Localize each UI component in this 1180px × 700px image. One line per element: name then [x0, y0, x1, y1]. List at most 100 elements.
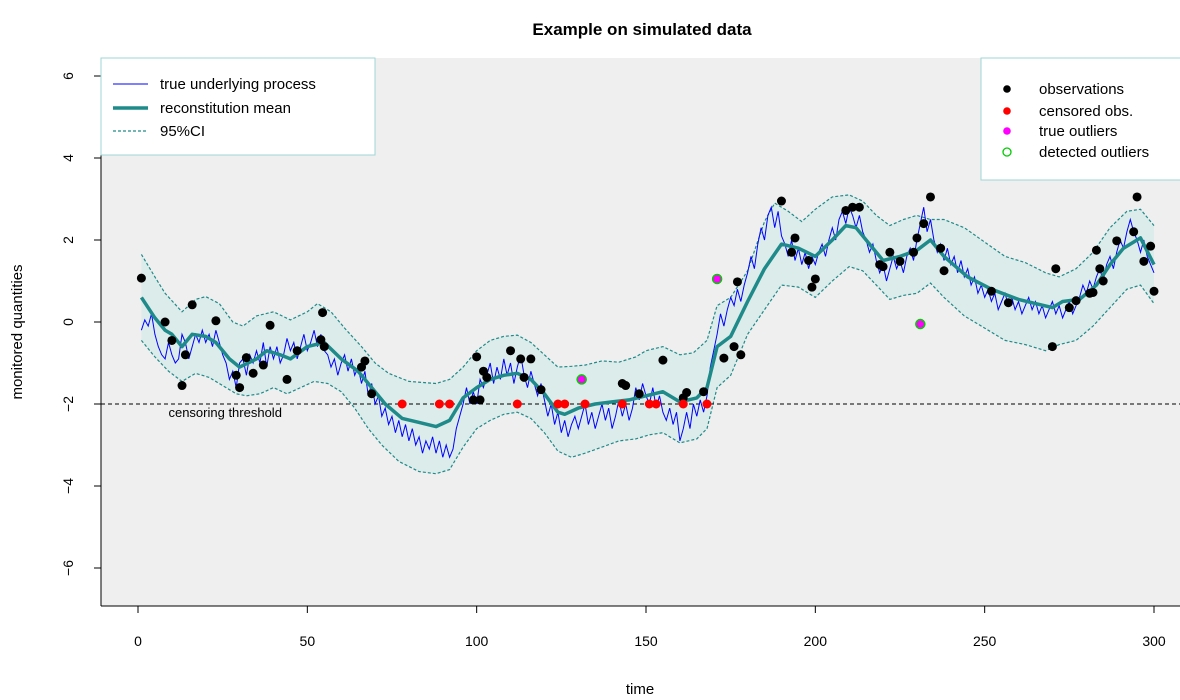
observation-point [265, 320, 275, 330]
observation-point [634, 389, 644, 399]
observation-point [1112, 236, 1122, 246]
observation-point [1146, 241, 1156, 251]
observation-point [658, 355, 668, 365]
observation-point [729, 342, 739, 352]
detected-outlier-marker [711, 273, 723, 285]
censored-point [702, 399, 712, 409]
observation-point [187, 300, 197, 310]
observation-point [1091, 245, 1101, 255]
observation-point [682, 388, 692, 398]
observation-point [231, 370, 241, 380]
observation-point [472, 352, 482, 362]
observation-point [1071, 296, 1081, 306]
observation-point [319, 342, 329, 352]
observation-point [482, 372, 492, 382]
observation-point [235, 383, 245, 393]
observation-point [516, 354, 526, 364]
legend-right: observations censored obs. true outliers de… [980, 57, 1180, 181]
observation-point [1095, 264, 1105, 274]
censored-point [553, 399, 563, 409]
x-tick-label: 50 [300, 633, 316, 649]
observation-point [699, 387, 709, 397]
observation-point [211, 316, 221, 326]
observation-point [180, 350, 190, 360]
legend-right-marker [1003, 107, 1011, 115]
y-axis-label: monitored quantities [9, 264, 26, 399]
legend-right-box [980, 57, 1180, 181]
x-tick-label: 100 [465, 633, 489, 649]
observation-point [621, 381, 631, 391]
legend-right-marker [1003, 85, 1011, 93]
observation-point [1139, 256, 1149, 266]
legend-right-label: true outliers [1039, 123, 1117, 140]
observation-point [878, 262, 888, 272]
observation-point [1003, 298, 1013, 308]
observation-point [939, 266, 949, 276]
legend-right-marker [1002, 147, 1012, 157]
observation-point [810, 274, 820, 284]
observation-point [841, 205, 851, 215]
y-tick-label: 4 [60, 154, 76, 162]
observation-point [854, 202, 864, 212]
observation-point [241, 353, 251, 363]
censored-point [445, 399, 455, 409]
observation-point [936, 243, 946, 253]
x-tick-label: 150 [634, 633, 658, 649]
axes: 0 50 100 150 200 250 300 −6 −4 −2 0 2 4 6 [60, 58, 1180, 649]
observation-point [912, 233, 922, 243]
observation-point [1064, 303, 1074, 313]
observation-point [1047, 342, 1057, 352]
observation-point [160, 317, 170, 327]
chart-title: Example on simulated data [532, 20, 752, 39]
points [136, 192, 1159, 409]
censored-point [434, 399, 444, 409]
observation-point [732, 277, 742, 287]
legend-right-label: observations [1039, 81, 1124, 98]
reconstitution-mean-line [139, 223, 1156, 429]
observation-point [986, 286, 996, 296]
observation-point [925, 192, 935, 202]
observation-point [1051, 264, 1061, 274]
observation-point [787, 247, 797, 257]
observation-point [776, 196, 786, 206]
observation-point [506, 346, 516, 356]
observation-point [177, 381, 187, 391]
censored-point [580, 399, 590, 409]
observation-point [536, 385, 546, 395]
observation-point [136, 273, 146, 283]
observation-point [1088, 287, 1098, 297]
x-tick-label: 200 [804, 633, 828, 649]
censored-point [644, 399, 654, 409]
observation-point [885, 247, 895, 257]
observation-point [804, 256, 814, 265]
observation-point [909, 247, 919, 257]
observation-point [526, 354, 536, 364]
observation-point [258, 360, 268, 370]
x-tick-label: 0 [134, 633, 142, 649]
legend-left-label: reconstitution mean [160, 100, 291, 117]
observation-point [282, 374, 292, 384]
observation-point [790, 233, 800, 243]
censored-point [617, 399, 627, 409]
observation-point [248, 368, 258, 378]
observation-point [1098, 276, 1108, 286]
detected-outlier-marker [576, 374, 587, 385]
observation-point [167, 335, 177, 345]
observation-point [807, 282, 817, 292]
censored-point [678, 399, 688, 409]
observation-point [719, 353, 729, 363]
legend-left: true underlying process reconstitution me… [100, 57, 376, 156]
observation-point [360, 356, 370, 366]
y-tick-label: −2 [60, 396, 76, 412]
censored-point [560, 399, 570, 409]
legend-right-marker [1003, 127, 1011, 135]
y-tick-label: 6 [60, 72, 76, 80]
observation-point [318, 308, 328, 318]
censored-point [397, 399, 407, 409]
censoring-threshold-label: censoring threshold [168, 405, 281, 420]
observation-point [316, 335, 326, 345]
legend-right-label: detected outliers [1039, 144, 1149, 161]
observation-point [292, 346, 302, 356]
x-axis-label: time [626, 681, 654, 698]
